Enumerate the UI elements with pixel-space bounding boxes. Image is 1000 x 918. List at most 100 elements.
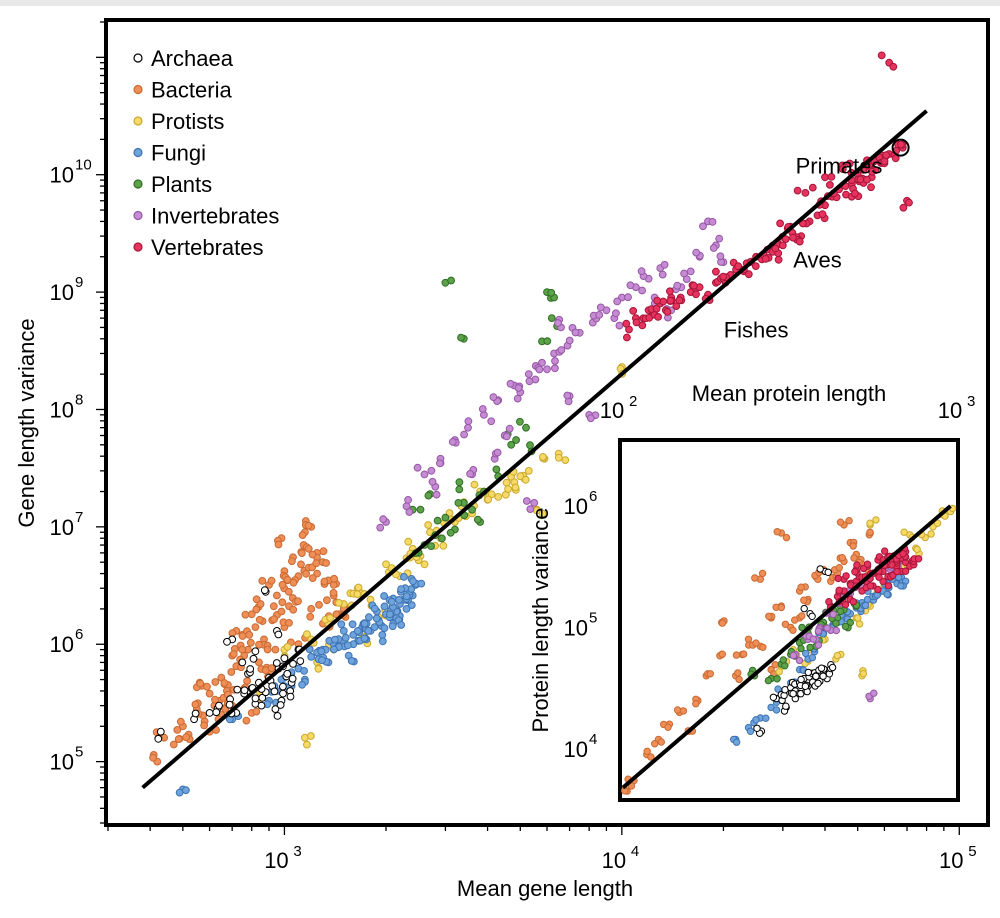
- point-protists: [307, 732, 315, 740]
- point-bacteria: [200, 721, 209, 730]
- point-invertebrates: [432, 490, 441, 499]
- point-vertebrates: [751, 262, 760, 271]
- point-vertebrates: [629, 307, 638, 315]
- point-plants: [547, 288, 556, 297]
- point-invertebrates: [478, 405, 487, 413]
- point-archaea: [286, 692, 295, 701]
- inset-point-bacteria: [718, 650, 726, 658]
- point-protists: [314, 664, 323, 673]
- inset-y-tick-label: 10: [564, 737, 588, 762]
- inset-point-bacteria: [657, 738, 665, 746]
- x-tick-label: 10: [602, 848, 626, 873]
- point-archaea: [225, 700, 234, 709]
- inset-point-bacteria: [849, 542, 857, 550]
- legend-marker-protists: [133, 116, 143, 126]
- inset-point-bacteria: [759, 643, 767, 651]
- point-plants: [507, 440, 516, 449]
- point-fungi: [378, 637, 387, 646]
- inset-point-plants: [836, 607, 845, 616]
- point-protists: [524, 467, 533, 475]
- inset-point-archaea: [816, 565, 824, 573]
- point-fungi: [400, 573, 408, 581]
- x-tick-label: 10: [939, 848, 963, 873]
- y-tick-exponent: 10: [75, 157, 92, 174]
- legend-marker-archaea: [133, 53, 143, 63]
- annotation-primates: Primates: [796, 153, 883, 178]
- inset-point-bacteria: [647, 753, 655, 761]
- inset-point-bacteria: [781, 620, 790, 628]
- point-vertebrates: [666, 287, 674, 296]
- x-tick-exponent: 3: [293, 843, 301, 860]
- point-invertebrates: [699, 222, 707, 231]
- point-bacteria: [320, 577, 329, 586]
- point-protists: [283, 643, 292, 651]
- point-invertebrates: [420, 470, 429, 479]
- point-plants: [512, 436, 520, 444]
- legend-label-protists: Protists: [151, 109, 224, 134]
- inset-point-plants: [779, 656, 787, 664]
- inset-point-fungi: [802, 649, 810, 658]
- point-plants: [492, 465, 501, 474]
- point-archaea: [251, 647, 260, 656]
- inset-point-plants: [806, 643, 814, 652]
- inset-point-invertebrates: [823, 624, 831, 632]
- inset-point-vertebrates: [834, 574, 842, 583]
- point-fungi: [387, 597, 396, 606]
- inset-point-vertebrates: [888, 561, 896, 569]
- inset-point-bacteria: [740, 650, 748, 658]
- point-bacteria: [283, 575, 292, 584]
- inset-point-vertebrates: [841, 601, 850, 609]
- point-invertebrates: [464, 417, 473, 426]
- inset-point-archaea: [801, 682, 810, 690]
- point-fungi: [318, 656, 326, 665]
- inset-point-archaea: [804, 668, 812, 677]
- point-bacteria: [267, 576, 276, 585]
- point-vertebrates: [675, 296, 684, 305]
- point-fungi: [175, 788, 184, 797]
- point-bacteria: [323, 596, 331, 605]
- inset-point-invertebrates: [814, 641, 823, 649]
- inset-point-bacteria: [798, 612, 806, 620]
- inset-point-plants: [764, 676, 773, 685]
- inset-point-bacteria: [758, 569, 767, 578]
- point-archaea: [240, 686, 249, 695]
- inset-point-plants: [841, 622, 850, 631]
- point-invertebrates: [379, 515, 388, 524]
- point-fungi: [378, 631, 387, 639]
- inset-point-fungi: [897, 582, 905, 590]
- point-archaea: [257, 701, 266, 710]
- point-vertebrates: [623, 333, 631, 342]
- y-tick-label: 10: [50, 280, 74, 305]
- point-fungi: [317, 647, 326, 656]
- legend-marker-invertebrates: [133, 210, 143, 221]
- point-bacteria: [255, 640, 263, 649]
- inset-y-axis-label: Protein length variance: [528, 507, 553, 732]
- inset-point-plants: [797, 644, 805, 653]
- point-invertebrates: [716, 252, 725, 261]
- y-tick-label: 10: [50, 515, 74, 540]
- inset-point-bacteria: [835, 564, 843, 572]
- point-protists: [561, 456, 570, 465]
- point-bacteria: [308, 550, 317, 559]
- point-fungi: [360, 619, 369, 628]
- point-invertebrates: [571, 328, 580, 337]
- point-fungi: [343, 641, 352, 650]
- inset-point-bacteria: [735, 675, 743, 684]
- point-fungi: [370, 623, 379, 631]
- inset-point-bacteria: [782, 533, 791, 542]
- point-archaea: [191, 709, 200, 718]
- point-bacteria: [238, 645, 247, 654]
- point-bacteria: [245, 631, 254, 639]
- inset-point-vertebrates: [884, 582, 893, 590]
- point-invertebrates: [624, 293, 632, 302]
- point-invertebrates: [692, 248, 701, 257]
- point-invertebrates: [660, 260, 669, 269]
- point-bacteria: [306, 612, 315, 621]
- point-invertebrates: [543, 365, 551, 374]
- inset-point-archaea: [797, 675, 805, 684]
- point-protists: [504, 485, 513, 493]
- inset-point-invertebrates: [789, 651, 798, 660]
- point-invertebrates: [673, 281, 682, 290]
- point-invertebrates: [612, 309, 620, 318]
